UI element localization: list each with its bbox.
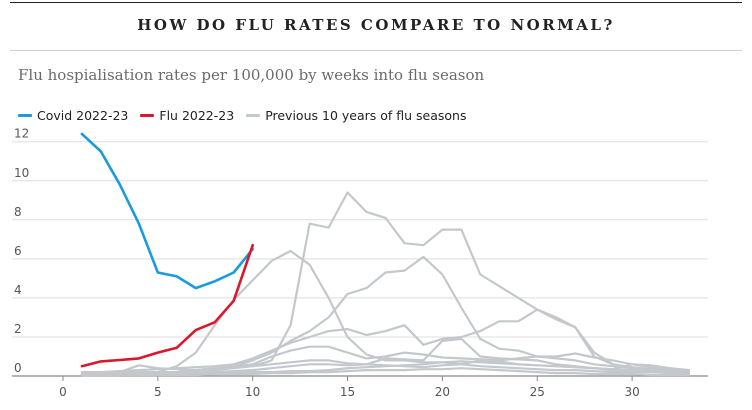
- x-tick-label: 5: [154, 385, 162, 399]
- series-line-previous-5: [80, 345, 691, 375]
- legend-item-flu: Flu 2022-23: [140, 108, 234, 123]
- y-tick-label: 6: [14, 244, 22, 258]
- chart-subtitle: Flu hospialisation rates per 100,000 by …: [18, 66, 485, 84]
- series-lines: [80, 132, 691, 377]
- y-tick-label: 4: [14, 283, 22, 297]
- series-line-previous-4: [80, 308, 691, 374]
- legend: Covid 2022-23 Flu 2022-23 Previous 10 ye…: [18, 108, 479, 123]
- legend-item-covid: Covid 2022-23: [18, 108, 128, 123]
- series-line-covid: [80, 132, 254, 290]
- legend-label-flu: Flu 2022-23: [159, 108, 235, 123]
- legend-swatch-covid: [18, 114, 32, 117]
- x-tick-label: 10: [245, 385, 260, 399]
- series-line-previous-9: [80, 367, 691, 377]
- top-rule: [10, 2, 742, 3]
- x-tick-label: 25: [530, 385, 545, 399]
- y-tick-label: 10: [14, 166, 29, 180]
- y-tick-label: 12: [14, 127, 29, 141]
- x-tick-label: 30: [624, 385, 639, 399]
- y-tick-label: 0: [14, 361, 22, 375]
- legend-swatch-flu: [140, 114, 155, 117]
- title-divider: [10, 50, 742, 51]
- y-tick-label: 8: [14, 205, 22, 219]
- legend-swatch-previous: [246, 114, 261, 117]
- series-line-flu: [80, 243, 254, 368]
- legend-item-previous: Previous 10 years of flu seasons: [246, 108, 467, 123]
- x-tick-label: 15: [340, 385, 355, 399]
- x-tick-label: 20: [435, 385, 450, 399]
- x-tick-label: 0: [59, 385, 67, 399]
- series-line-previous-2: [80, 249, 691, 376]
- chart-title: HOW DO FLU RATES COMPARE TO NORMAL?: [137, 16, 615, 34]
- y-tick-label: 2: [14, 322, 22, 336]
- legend-label-covid: Covid 2022-23: [37, 108, 129, 123]
- tick-labels: 0 2 4 6 8 10 12 0 5 10 15 20 25 30: [14, 127, 640, 399]
- legend-label-previous: Previous 10 years of flu seasons: [265, 108, 467, 123]
